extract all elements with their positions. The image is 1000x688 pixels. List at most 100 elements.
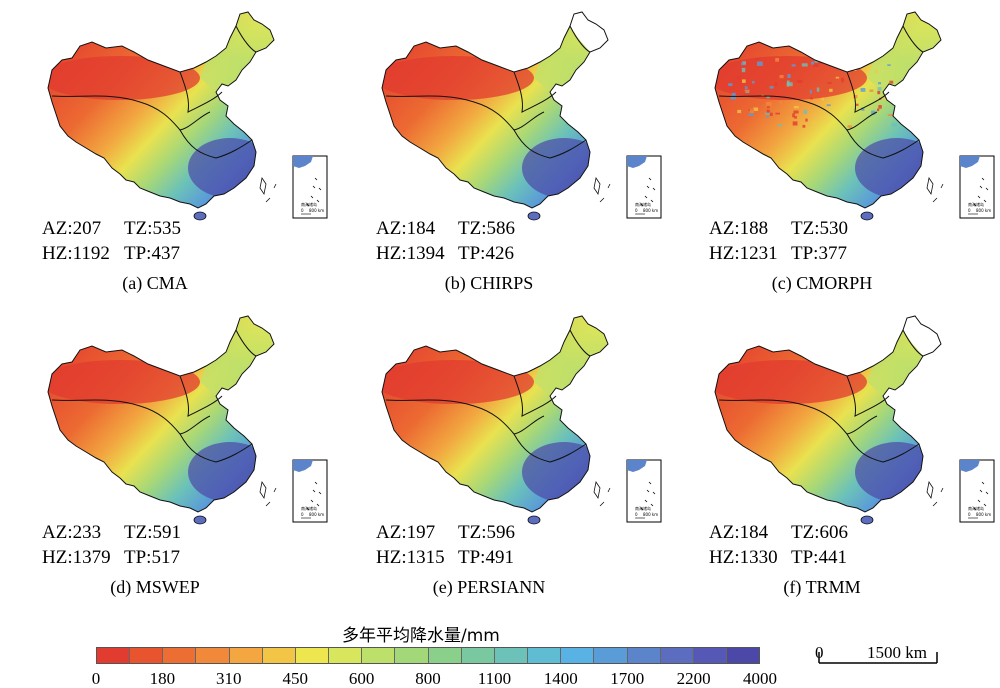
stat-tz: TZ:535 (124, 218, 181, 239)
inset-scale-zero: 0 (635, 512, 638, 517)
legend-swatch (594, 648, 628, 663)
inset-label: 南海诸岛 (301, 201, 317, 207)
map-panel: 南海诸岛 0 800 km AZ:197 TZ:596 HZ:1315 TP:491 (e) … (364, 312, 694, 612)
map-panel: 南海诸岛 0 800 km AZ:184 TZ:606 HZ:1330 TP:441 (f) … (697, 312, 1000, 612)
region-boundary (179, 433, 253, 463)
stat-az: AZ:197 (376, 522, 436, 543)
scale-zero-label: 0 (815, 643, 824, 662)
taiwan-outline (926, 176, 934, 196)
region-boundary (846, 375, 890, 417)
stat-tp: TP:437 (124, 243, 180, 264)
stat-hz: HZ:1379 (42, 547, 111, 568)
region-boundary (846, 433, 920, 463)
stat-tp: TP:426 (458, 243, 514, 264)
map-panel: 南海诸岛 0 800 km AZ:188 TZ:530 HZ:1231 TP:377 (c) … (697, 8, 1000, 308)
stat-hz: HZ:1394 (376, 243, 445, 264)
hainan-island (193, 211, 207, 221)
inset-scale-zero: 0 (635, 208, 638, 213)
stat-tz: TZ:586 (458, 218, 515, 239)
region-boundary (235, 329, 257, 357)
stat-hz: HZ:1231 (709, 243, 778, 264)
stat-tp: TP:517 (124, 547, 180, 568)
region-boundary (569, 25, 591, 53)
taiwan-outline (593, 480, 601, 500)
region-boundary (235, 25, 257, 53)
country-outline (47, 11, 275, 209)
panel-caption: (b) CHIRPS (444, 273, 534, 293)
legend-swatch (196, 648, 230, 663)
region-boundary (569, 329, 591, 357)
legend-swatch (561, 648, 595, 663)
region-boundary (846, 71, 890, 113)
hainan-island (527, 515, 541, 525)
inset-label: 南海诸岛 (301, 505, 317, 511)
panel-caption: (a) CMA (122, 273, 188, 293)
inset-label: 南海诸岛 (968, 201, 984, 207)
region-boundary (179, 129, 253, 159)
legend-tick-label: 180 (149, 669, 176, 688)
map-panel: 南海诸岛 0 800 km AZ:207 TZ:535 HZ:1192 TP:437 (a) … (30, 8, 360, 308)
country-outline (381, 11, 609, 209)
inset-scale-value: 800 km (976, 208, 991, 213)
country-outline (47, 315, 275, 513)
taiwan-outline (259, 480, 267, 500)
legend-tick-label: 4000 (743, 669, 777, 688)
inset-scale-value: 800 km (976, 512, 991, 517)
country-outline (714, 315, 942, 513)
region-boundary (513, 129, 587, 159)
region-boundary (513, 433, 587, 463)
map-panel: 南海诸岛 0 800 km AZ:233 TZ:591 HZ:1379 TP:517 (d) … (30, 312, 360, 612)
stat-tp: TP:491 (458, 547, 514, 568)
inset-scale-value: 800 km (309, 512, 324, 517)
legend-swatch (97, 648, 131, 663)
legend-tick-label: 1400 (543, 669, 578, 688)
stat-az: AZ:184 (709, 522, 769, 543)
legend-swatch (461, 648, 495, 663)
legend-swatch (295, 648, 330, 663)
legend-swatch (693, 648, 727, 663)
stat-az: AZ:207 (42, 218, 102, 239)
hainan-island (527, 211, 541, 221)
inset-scale-value: 800 km (643, 512, 658, 517)
inset-scale-zero: 0 (968, 208, 971, 213)
region-boundary (385, 399, 545, 435)
taiwan-outline (593, 176, 601, 196)
stat-az: AZ:184 (376, 218, 436, 239)
panel-caption: (d) MSWEP (110, 577, 200, 597)
legend-tick-label: 600 (348, 669, 375, 688)
legend-swatch (528, 648, 562, 663)
legend-swatch (395, 648, 429, 663)
legend-swatch (362, 648, 396, 663)
no-data-area (903, 316, 941, 356)
map-panel: 南海诸岛 0 800 km AZ:184 TZ:586 HZ:1394 TP:426 (b) … (364, 8, 694, 308)
stat-hz: HZ:1192 (42, 243, 110, 264)
legend-tick-label: 800 (415, 669, 441, 688)
stat-tz: TZ:596 (458, 522, 515, 543)
stat-tp: TP:441 (791, 547, 847, 568)
legend-tick-label: 1100 (477, 669, 512, 688)
taiwan-outline (259, 176, 267, 196)
hainan-island (193, 515, 207, 525)
inset-scale-zero: 0 (968, 512, 971, 517)
legend-swatch (329, 648, 363, 663)
stat-hz: HZ:1315 (376, 547, 445, 568)
hainan-island (860, 515, 874, 525)
legend-tick-label: 310 (216, 669, 242, 688)
inset-label: 南海诸岛 (968, 505, 984, 511)
legend-tick-label: 2200 (676, 669, 711, 688)
region-boundary (718, 95, 878, 131)
scale-value-label: 1500 km (867, 643, 927, 662)
legend-title: 多年平均降水量/mm (342, 626, 500, 646)
hainan-island (860, 211, 874, 221)
inset-scale-value: 800 km (643, 208, 658, 213)
stat-tz: TZ:606 (791, 522, 848, 543)
panel-caption: (e) PERSIANN (432, 577, 546, 597)
legend-tick-label: 450 (282, 669, 308, 688)
stat-az: AZ:233 (42, 522, 102, 543)
legend-swatch (627, 648, 661, 663)
